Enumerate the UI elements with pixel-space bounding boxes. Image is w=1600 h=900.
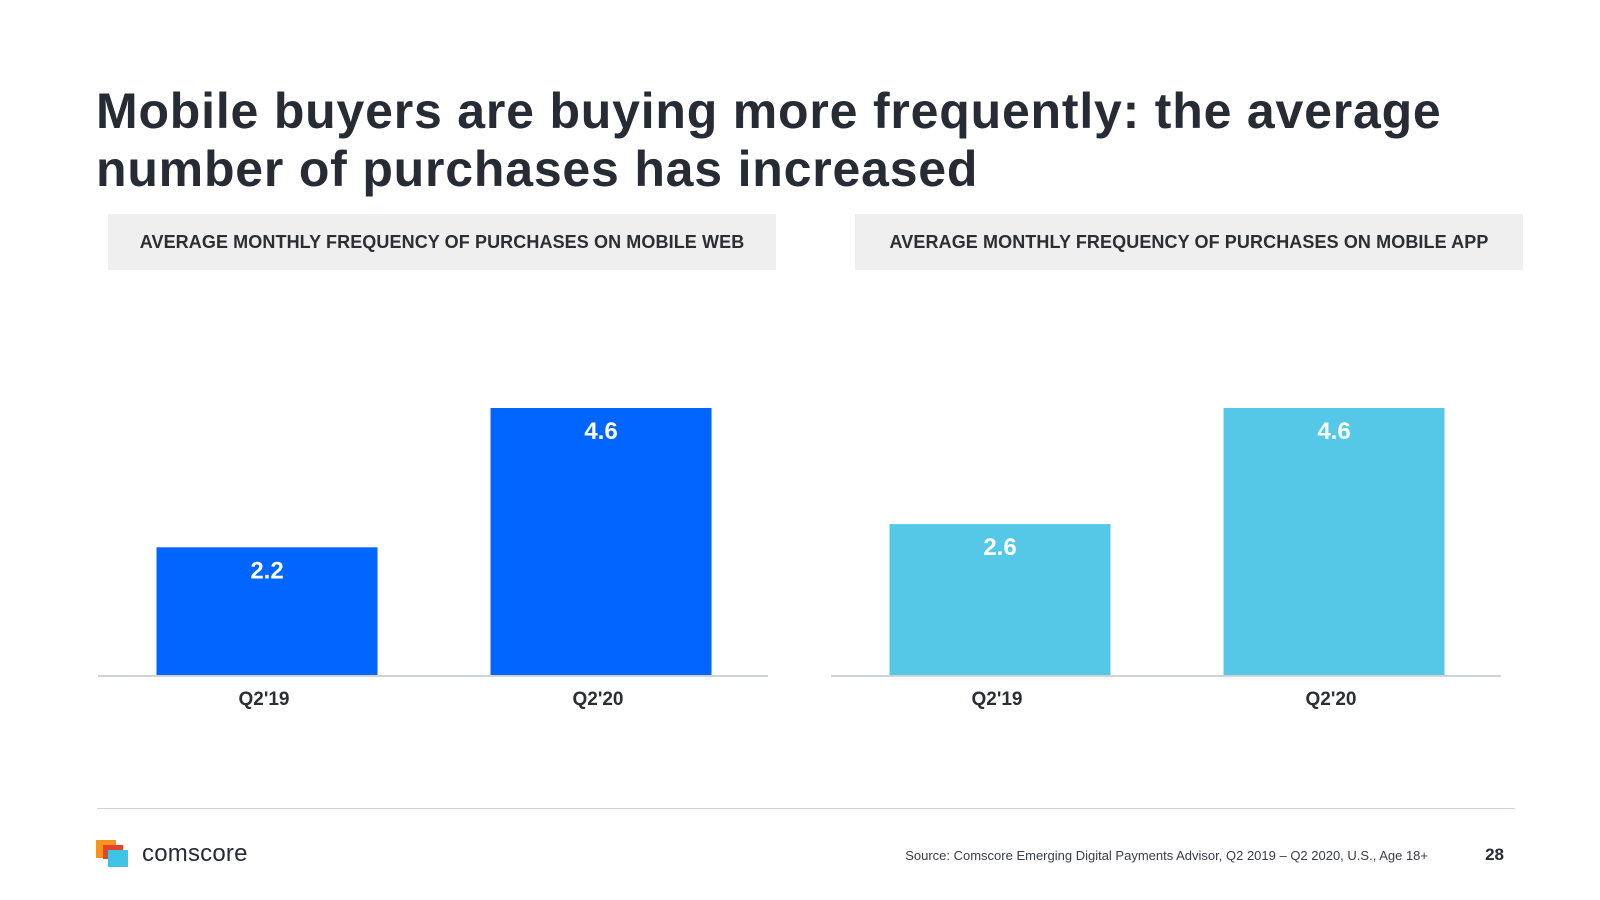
mobile-web-category-label-1: Q2'19 xyxy=(239,689,290,710)
page-number: 28 xyxy=(1485,845,1504,864)
mobile-web-chart-title-text: AVERAGE MONTHLY FREQUENCY OF PURCHASES O… xyxy=(139,231,745,252)
mobile-app-bar-value-label-1: 2.6 xyxy=(983,534,1016,561)
mobile-web-bar-1 xyxy=(156,547,378,675)
mobile-web-category-label-2: Q2'20 xyxy=(573,689,624,710)
slide-title: Mobile buyers are buying more frequently… xyxy=(96,83,1442,197)
mobile-app-bar-1 xyxy=(889,524,1111,675)
comscore-logo: comscore xyxy=(96,840,248,868)
mobile-web-chart-title: AVERAGE MONTHLY FREQUENCY OF PURCHASES O… xyxy=(108,214,776,270)
mobile-web-bar-value-label-1: 2.2 xyxy=(250,557,283,584)
brand-name: comscore xyxy=(142,840,248,867)
mobile-app-category-label-1: Q2'19 xyxy=(972,689,1023,710)
mobile-app-chart-title-text: AVERAGE MONTHLY FREQUENCY OF PURCHASES O… xyxy=(889,231,1489,252)
mobile-web-bar-value-label-2: 4.6 xyxy=(584,418,617,445)
source-note: Source: Comscore Emerging Digital Paymen… xyxy=(905,848,1428,863)
mobile-web-bar-2 xyxy=(490,408,712,675)
mobile-app-bar-2 xyxy=(1223,408,1445,675)
mobile-app-chart-title: AVERAGE MONTHLY FREQUENCY OF PURCHASES O… xyxy=(855,214,1523,270)
mobile-app-bar-chart: 2.6 Q2'19 4.6 Q2'20 xyxy=(831,408,1501,710)
logo-blue-square xyxy=(108,850,128,867)
footer-divider xyxy=(97,808,1515,809)
mobile-web-bar-chart: 2.2 Q2'19 4.6 Q2'20 xyxy=(98,408,768,710)
comscore-logo-icon xyxy=(96,840,130,868)
mobile-app-category-label-2: Q2'20 xyxy=(1306,689,1357,710)
mobile-app-bar-value-label-2: 4.6 xyxy=(1317,418,1350,445)
